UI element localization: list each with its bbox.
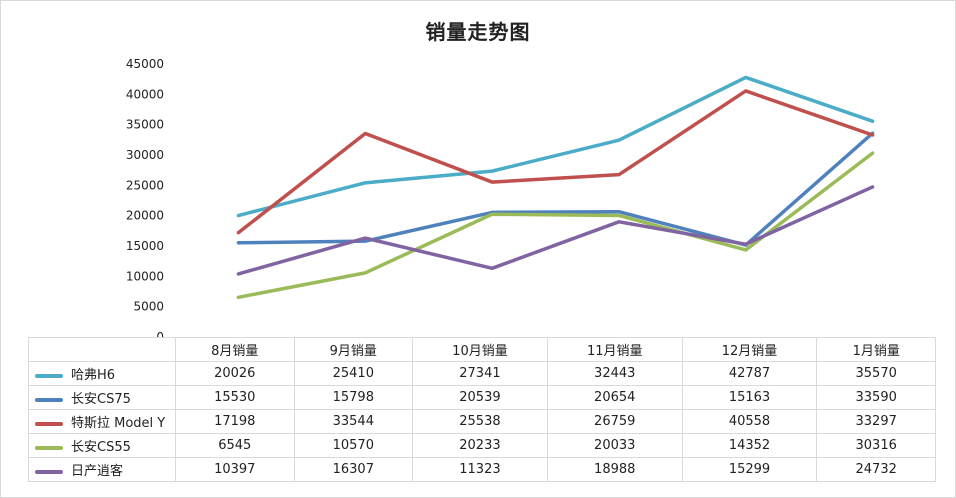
y-tick-label: 20000 bbox=[126, 209, 164, 223]
y-tick-label: 25000 bbox=[126, 178, 164, 192]
data-value-cell: 18988 bbox=[546, 457, 683, 482]
y-tick-label: 45000 bbox=[126, 57, 164, 71]
data-value-cell: 42787 bbox=[681, 361, 818, 386]
legend-swatch bbox=[35, 373, 63, 378]
data-value-cell: 25538 bbox=[412, 409, 548, 434]
y-tick-label: 15000 bbox=[126, 239, 164, 253]
y-tick-label: 40000 bbox=[126, 87, 164, 101]
series-legend-cell: 特斯拉 Model Y bbox=[28, 409, 176, 434]
table-row: 特斯拉 Model Y 17198 33544 25538 26759 40558 3329… bbox=[28, 409, 936, 434]
x-category-label: 8月销量 bbox=[175, 337, 295, 362]
x-category-label: 1月销量 bbox=[816, 337, 936, 362]
legend-swatch bbox=[35, 421, 63, 426]
series-name: 哈弗H6 bbox=[71, 368, 116, 383]
data-value-cell: 20654 bbox=[546, 385, 683, 410]
data-value-cell: 32443 bbox=[546, 361, 683, 386]
x-category-label: 11月销量 bbox=[546, 337, 683, 362]
data-value-cell: 20539 bbox=[412, 385, 548, 410]
series-legend-cell: 长安CS55 bbox=[28, 433, 176, 458]
data-value-cell: 14352 bbox=[681, 433, 818, 458]
table-row: 长安CS75 15530 15798 20539 20654 15163 33590 bbox=[28, 385, 936, 410]
table-corner bbox=[28, 337, 176, 362]
x-category-label: 10月销量 bbox=[412, 337, 548, 362]
data-value-cell: 15163 bbox=[681, 385, 818, 410]
data-value-cell: 15299 bbox=[681, 457, 818, 482]
series-legend-cell: 哈弗H6 bbox=[28, 361, 176, 386]
data-value-cell: 33544 bbox=[293, 409, 414, 434]
series-name: 日产逍客 bbox=[71, 464, 124, 479]
data-value-cell: 10570 bbox=[293, 433, 414, 458]
data-value-cell: 6545 bbox=[175, 433, 295, 458]
data-value-cell: 20033 bbox=[546, 433, 683, 458]
table-header-row: 8月销量 9月销量 10月销量 11月销量 12月销量 1月销量 bbox=[28, 337, 936, 362]
data-value-cell: 24732 bbox=[816, 457, 936, 482]
data-value-cell: 33297 bbox=[816, 409, 936, 434]
series-line bbox=[236, 89, 875, 235]
series-line bbox=[236, 131, 875, 247]
series-line bbox=[236, 75, 875, 218]
data-value-cell: 30316 bbox=[816, 433, 936, 458]
y-tick-label: 5000 bbox=[133, 300, 164, 314]
table-row: 哈弗H6 20026 25410 27341 32443 42787 35570 bbox=[28, 361, 936, 386]
data-value-cell: 27341 bbox=[412, 361, 548, 386]
data-value-cell: 15530 bbox=[175, 385, 295, 410]
x-category-label: 9月销量 bbox=[293, 337, 414, 362]
data-value-cell: 25410 bbox=[293, 361, 414, 386]
data-value-cell: 33590 bbox=[816, 385, 936, 410]
data-value-cell: 17198 bbox=[175, 409, 295, 434]
data-value-cell: 20026 bbox=[175, 361, 295, 386]
legend-swatch bbox=[35, 397, 63, 402]
series-name: 长安CS75 bbox=[71, 392, 131, 407]
series-legend-cell: 日产逍客 bbox=[28, 457, 176, 482]
data-value-cell: 15798 bbox=[293, 385, 414, 410]
data-table: 8月销量 9月销量 10月销量 11月销量 12月销量 1月销量 哈弗H6 20026 254… bbox=[28, 337, 936, 482]
data-value-cell: 20233 bbox=[412, 433, 548, 458]
series-name: 长安CS55 bbox=[71, 440, 131, 455]
legend-swatch bbox=[35, 445, 63, 450]
series-line bbox=[236, 151, 875, 300]
y-tick-label: 35000 bbox=[126, 118, 164, 132]
series-name: 特斯拉 Model Y bbox=[71, 416, 166, 431]
data-value-cell: 40558 bbox=[681, 409, 818, 434]
legend-swatch bbox=[35, 469, 63, 474]
y-tick-label: 10000 bbox=[126, 269, 164, 283]
table-row: 长安CS55 6545 10570 20233 20033 14352 30316 bbox=[28, 433, 936, 458]
series-legend-cell: 长安CS75 bbox=[28, 385, 176, 410]
table-row: 日产逍客 10397 16307 11323 18988 15299 24732 bbox=[28, 457, 936, 482]
data-value-cell: 26759 bbox=[546, 409, 683, 434]
data-value-cell: 10397 bbox=[175, 457, 295, 482]
series-line bbox=[236, 185, 875, 276]
x-category-label: 12月销量 bbox=[681, 337, 818, 362]
chart-title: 销量走势图 bbox=[425, 20, 531, 44]
data-value-cell: 16307 bbox=[293, 457, 414, 482]
data-value-cell: 35570 bbox=[816, 361, 936, 386]
y-tick-label: 30000 bbox=[126, 148, 164, 162]
data-value-cell: 11323 bbox=[412, 457, 548, 482]
